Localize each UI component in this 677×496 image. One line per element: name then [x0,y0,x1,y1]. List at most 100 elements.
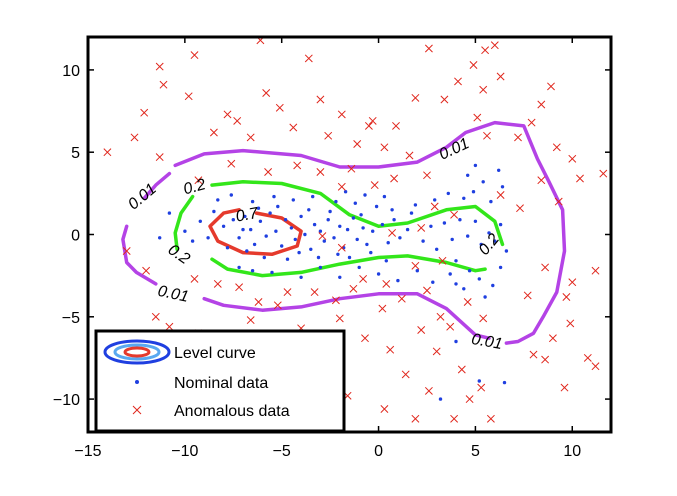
anomalous-point [316,168,325,176]
anomalous-point [140,108,149,117]
axis-ticks-layer: −15 −10 −5 0 5 10 −10 −5 0 5 10 [53,37,611,460]
anomalous-point [233,116,242,125]
anomalous-point [527,118,536,127]
nominal-point [504,249,509,253]
anomalous-point [209,128,218,137]
nominal-point [409,211,414,215]
anomalous-point [483,131,491,140]
contour-label-group: 0.01 [156,283,190,306]
y-tick-label: 5 [71,145,80,162]
nominal-point [497,168,501,172]
nominal-point [345,227,350,232]
legend-anomalous-x-icon [132,405,142,415]
nominal-point [297,250,301,255]
anomalous-point [514,133,522,142]
anomalous-point [380,143,389,152]
contour-label-group: 0.01 [470,331,504,353]
contour-label: 0.01 [156,283,190,306]
legend: Level curve Nominal data Anomalous data [94,329,346,433]
anomalous-point [568,154,577,163]
contour-labels-layer: 0.010.010.010.010.20.2 0.20.7 [125,135,504,353]
legend-label: Level curve [174,345,256,362]
contour-label: 0.2 [165,241,193,268]
anomalous-point [417,223,426,232]
legend-level-curve-icon [113,343,161,361]
nominal-point [467,269,472,273]
nominal-point [361,226,365,230]
anomalous-point [324,131,333,140]
anomalous-point [382,279,391,288]
nominal-point [454,259,458,263]
nominal-point [382,194,387,199]
anomalous-point [481,46,490,55]
anomalous-point [337,182,346,191]
anomalous-point [370,181,379,190]
anomalous-point [486,414,495,423]
anomalous-point [576,174,584,183]
anomalous-point [254,298,263,306]
anomalous-point [401,370,410,379]
nominal-point [371,229,375,233]
nominal-point [359,213,363,217]
anomalous-point [411,261,420,270]
nominal-point [318,265,323,270]
nominal-point [229,193,233,197]
anomalous-point [424,44,433,53]
nominal-point [431,280,435,284]
anomalous-point [552,143,561,152]
nominal-point [264,234,268,238]
nominal-point [458,218,462,222]
nominal-point [318,229,323,233]
nominal-point [316,255,321,260]
nominal-point [334,199,338,204]
anomalous-point [537,100,546,109]
anomalous-point [190,51,199,60]
anomalous-point [516,204,524,213]
contour-0-2-segment [173,194,195,252]
nominal-point [500,185,505,189]
anomalous-point [361,334,369,343]
anomalous-points-layer [103,36,608,423]
nominal-point [438,397,443,401]
anomalous-point [246,133,255,142]
anomalous-point [337,110,346,119]
anomalous-point [432,347,441,356]
nominal-point [274,229,278,233]
nominal-point [216,198,220,202]
contour-label: 0.2 [182,176,208,198]
nominal-point [309,247,313,251]
anomalous-point [335,314,344,323]
nominal-point [433,198,437,202]
anomalous-point [273,301,282,310]
x-tick-label: 0 [374,443,383,460]
contour-label: 0.7 [234,205,260,226]
anomalous-point [405,151,414,160]
nominal-point [502,380,507,385]
nominal-point [477,379,481,383]
anomalous-point [155,153,164,162]
nominal-point [454,339,458,344]
anomalous-point [289,123,298,132]
anomalous-point [390,174,399,183]
anomalous-point [349,284,358,293]
nominal-point [386,241,390,245]
anomalous-point [469,61,478,69]
y-tick-label: 10 [62,63,80,80]
contour-0-2-segment [210,254,487,278]
nominal-point [347,255,352,260]
anomalous-point [423,286,431,295]
nominal-point [384,259,388,263]
nominal-point [252,242,257,247]
nominal-point [390,208,394,212]
nominal-point [374,204,379,209]
anomalous-point [554,197,563,206]
nominal-point [183,229,187,233]
anomalous-point [213,279,222,288]
anomalous-point [537,176,546,185]
anomalous-point [347,164,356,173]
nominal-point [268,211,272,215]
anomalous-point [479,85,488,94]
anomalous-point [463,298,472,306]
nominal-point [462,287,466,291]
anomalous-point [165,322,174,331]
